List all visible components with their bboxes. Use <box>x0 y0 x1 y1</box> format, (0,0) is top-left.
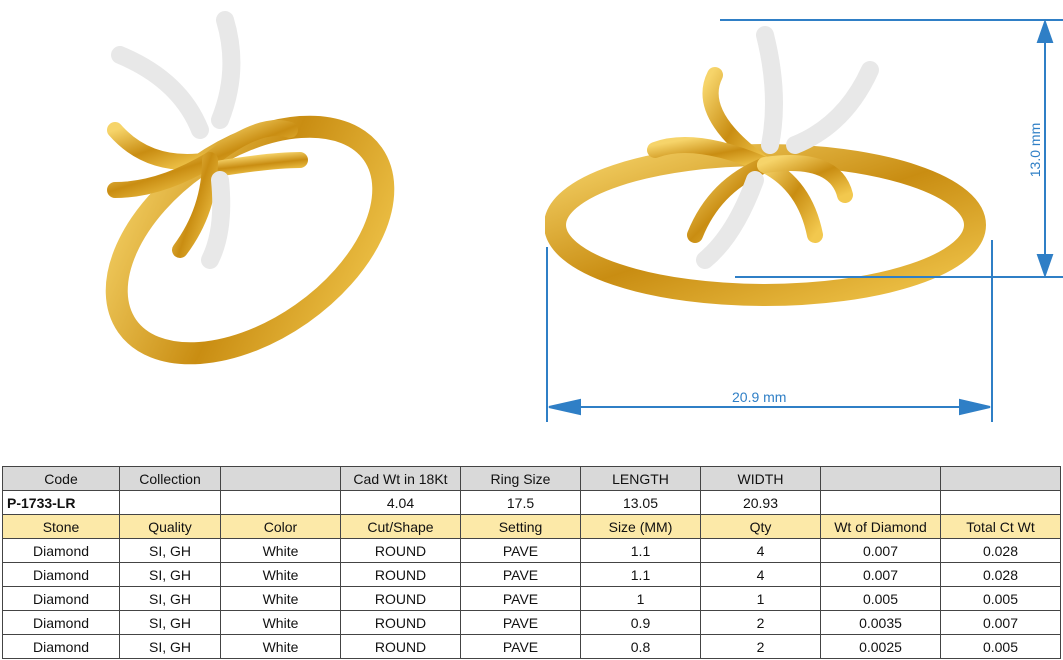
value-cell <box>220 490 341 515</box>
stone-cell: ROUND <box>340 586 461 611</box>
header-cell: Ring Size <box>460 466 581 491</box>
header-cell: Color <box>220 514 341 539</box>
right-ring-image <box>545 26 986 306</box>
stone-cell: PAVE <box>460 610 581 635</box>
stone-cell: White <box>220 586 341 611</box>
stone-cell: White <box>220 634 341 659</box>
stone-cell: 2 <box>700 634 821 659</box>
header-cell: Cad Wt in 18Kt <box>340 466 461 491</box>
stone-cell: White <box>220 538 341 563</box>
stone-row: Diamond SI, GH White ROUND PAVE 1.1 4 0.007 0.02… <box>2 562 1061 587</box>
header-cell: Size (MM) <box>580 514 701 539</box>
stone-cell: SI, GH <box>119 610 221 635</box>
value-cell: 17.5 <box>460 490 581 515</box>
stone-row: Diamond SI, GH White ROUND PAVE 1.1 4 0.007 0.02… <box>2 538 1061 563</box>
stone-cell: 0.0035 <box>820 610 941 635</box>
header-cell: WIDTH <box>700 466 821 491</box>
header-cell <box>220 466 341 491</box>
stone-cell: 0.0025 <box>820 634 941 659</box>
stone-cell: SI, GH <box>119 538 221 563</box>
stone-header-row: Stone Quality Color Cut/Shape Setting Si… <box>2 514 1061 539</box>
spec-value-row: P-1733-LR 4.04 17.5 13.05 20.93 <box>2 490 1061 515</box>
header-cell: Code <box>2 466 120 491</box>
stone-cell: Diamond <box>2 562 120 587</box>
stone-cell: 0.8 <box>580 634 701 659</box>
stone-cell: 0.028 <box>940 562 1061 587</box>
value-cell <box>940 490 1061 515</box>
value-cell <box>820 490 941 515</box>
stone-cell: SI, GH <box>119 586 221 611</box>
width-dimension-label: 20.9 mm <box>732 389 787 405</box>
stone-cell: PAVE <box>460 586 581 611</box>
stone-cell: ROUND <box>340 634 461 659</box>
spec-header-row: Code Collection Cad Wt in 18Kt Ring Size… <box>2 466 1061 491</box>
stone-cell: 1 <box>580 586 701 611</box>
header-cell: LENGTH <box>580 466 701 491</box>
stone-cell: PAVE <box>460 634 581 659</box>
stone-cell: SI, GH <box>119 562 221 587</box>
stone-cell: 1.1 <box>580 562 701 587</box>
stone-cell: PAVE <box>460 562 581 587</box>
stone-cell: 0.005 <box>820 586 941 611</box>
header-cell <box>940 466 1061 491</box>
value-cell: 4.04 <box>340 490 461 515</box>
header-cell: Stone <box>2 514 120 539</box>
value-cell: 13.05 <box>580 490 701 515</box>
stone-row: Diamond SI, GH White ROUND PAVE 0.8 2 0.0025 0.0… <box>2 634 1061 659</box>
stone-cell: 0.005 <box>940 634 1061 659</box>
stone-cell: 0.005 <box>940 586 1061 611</box>
stone-cell: Diamond <box>2 610 120 635</box>
value-cell <box>119 490 221 515</box>
spec-table: Code Collection Cad Wt in 18Kt Ring Size… <box>2 466 1061 659</box>
header-cell: Cut/Shape <box>340 514 461 539</box>
stone-cell: ROUND <box>340 538 461 563</box>
stone-cell: 0.9 <box>580 610 701 635</box>
stone-row: Diamond SI, GH White ROUND PAVE 0.9 2 0.0035 0.0… <box>2 610 1061 635</box>
dimension-lines <box>546 18 1063 422</box>
stone-cell: ROUND <box>340 610 461 635</box>
stone-cell: PAVE <box>460 538 581 563</box>
stone-cell: SI, GH <box>119 634 221 659</box>
stone-cell: White <box>220 610 341 635</box>
value-cell: 20.93 <box>700 490 821 515</box>
product-code: P-1733-LR <box>2 490 120 515</box>
stone-cell: 2 <box>700 610 821 635</box>
header-cell: Quality <box>119 514 221 539</box>
stone-cell: 0.028 <box>940 538 1061 563</box>
stone-cell: 0.007 <box>940 610 1061 635</box>
stone-cell: 0.007 <box>820 538 941 563</box>
header-cell: Qty <box>700 514 821 539</box>
stone-cell: White <box>220 562 341 587</box>
stone-cell: Diamond <box>2 586 120 611</box>
left-ring-image <box>105 11 395 365</box>
stone-cell: 4 <box>700 562 821 587</box>
stone-cell: 0.007 <box>820 562 941 587</box>
stone-row: Diamond SI, GH White ROUND PAVE 1 1 0.005 0.005 <box>2 586 1061 611</box>
header-cell: Setting <box>460 514 581 539</box>
stone-cell: Diamond <box>2 634 120 659</box>
header-cell: Collection <box>119 466 221 491</box>
stone-cell: ROUND <box>340 562 461 587</box>
stone-cell: 1.1 <box>580 538 701 563</box>
header-cell <box>820 466 941 491</box>
stone-cell: Diamond <box>2 538 120 563</box>
stone-cell: 1 <box>700 586 821 611</box>
header-cell: Wt of Diamond <box>820 514 941 539</box>
header-cell: Total Ct Wt <box>940 514 1061 539</box>
stone-cell: 4 <box>700 538 821 563</box>
height-dimension-label: 13.0 mm <box>1027 122 1043 178</box>
